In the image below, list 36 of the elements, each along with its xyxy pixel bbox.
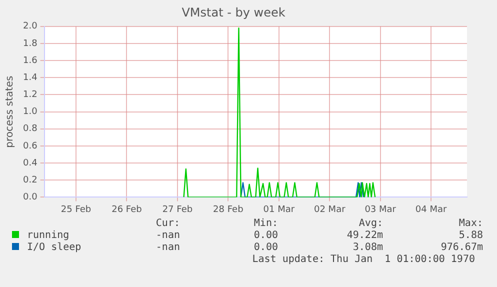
text: 0.00 [252, 242, 278, 254]
legend-label: I/O sleep [26, 242, 82, 254]
text: Cur: [154, 218, 180, 230]
x-tick-label: 04 Mar [415, 204, 448, 215]
text: 49.22m [346, 230, 383, 242]
x-tick-label: 25 Feb [60, 204, 92, 215]
y-tick-label: 1.6 [22, 56, 38, 66]
y-tick-label: 1.8 [22, 38, 38, 49]
y-tick-label: 0.6 [22, 141, 38, 152]
text: -nan [154, 242, 180, 254]
text: Min: [252, 218, 278, 230]
x-tick-label: 01 Mar [263, 204, 295, 215]
x-tick-label: 28 Feb [213, 204, 244, 215]
y-tick-label: 1.2 [22, 90, 38, 100]
y-tick-label: 1.4 [22, 72, 38, 83]
y-tick-label: 1.0 [22, 107, 38, 118]
y-tick-label: 0.4 [22, 158, 38, 168]
y-axis-title: process states [4, 76, 16, 148]
text: Max: [458, 218, 483, 230]
y-tick-label: 0.2 [22, 175, 38, 186]
text: 976.67m [440, 242, 483, 254]
legend-label: running [26, 230, 70, 242]
chart-title: VMstat - by week [182, 5, 286, 20]
y-tick-label: 2.0 [22, 22, 38, 32]
x-tick-label: 27 Feb [162, 204, 193, 215]
x-tick-label: 03 Mar [364, 204, 396, 215]
text: 0.00 [252, 230, 278, 242]
text: 3.08m [352, 242, 383, 254]
text: 5.88 [458, 230, 483, 242]
x-tick-label: 26 Feb [112, 204, 142, 215]
text: Last update: Thu Jan 1 01:00:00 1970 [251, 254, 476, 266]
text: -nan [154, 230, 180, 242]
y-tick-label: 0.8 [22, 124, 38, 134]
y-tick-label: 0.0 [22, 192, 38, 203]
x-tick-label: 02 Mar [314, 204, 346, 215]
text: Avg: [358, 218, 383, 230]
